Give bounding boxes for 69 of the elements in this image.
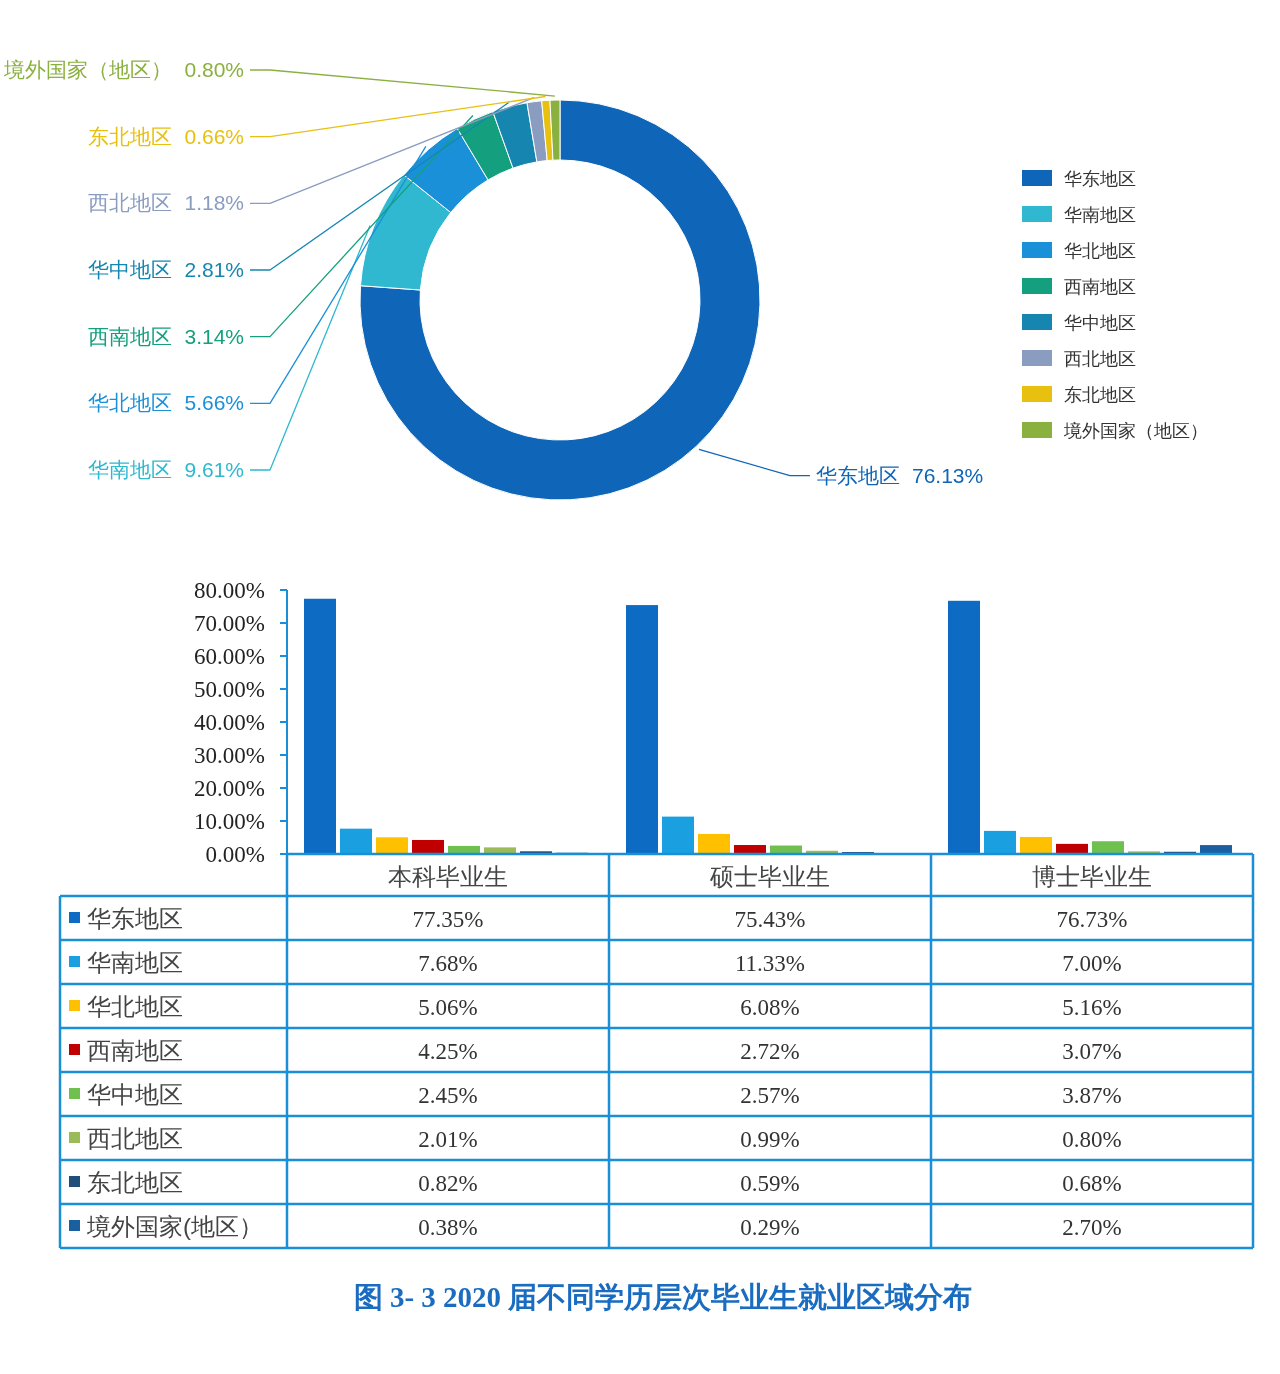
x-tick-label: 硕士毕业生 [709, 863, 830, 890]
slice-label: 华北地区 [88, 391, 173, 415]
data-label: 5.06% [418, 995, 478, 1020]
data-label: 75.43% [734, 907, 806, 932]
data-label: 2.57% [740, 1083, 800, 1108]
data-label: 76.73% [1056, 907, 1128, 932]
legend-label: 西北地区 [87, 1125, 183, 1152]
data-label: 2.72% [740, 1039, 800, 1064]
slice-label: 西北地区 [88, 191, 173, 215]
data-label: 3.14% [184, 324, 244, 348]
x-tick-label: 博士毕业生 [1032, 863, 1152, 890]
data-label: 76.13% [912, 463, 984, 487]
y-tick-label: 20.00% [194, 776, 265, 801]
data-label: 4.25% [418, 1039, 478, 1064]
data-label: 5.66% [184, 391, 244, 415]
legend-label: 境外国家(地区） [86, 1213, 263, 1240]
y-tick-label: 50.00% [194, 677, 265, 702]
data-label: 9.61% [184, 458, 244, 481]
data-label: 77.35% [412, 907, 484, 932]
y-tick-label: 10.00% [194, 809, 265, 834]
y-tick-label: 40.00% [194, 710, 265, 735]
data-label: 11.33% [734, 951, 806, 976]
y-tick-label: 60.00% [194, 644, 265, 669]
slice-label: 华东地区 [816, 463, 900, 487]
data-label: 0.66% [184, 124, 244, 148]
data-label: 1.18% [184, 191, 244, 215]
y-tick-label: 80.00% [194, 578, 265, 603]
data-label: 3.07% [1062, 1039, 1122, 1064]
data-label: 0.82% [418, 1171, 478, 1196]
legend-label: 西南地区 [1064, 277, 1136, 297]
data-label: 0.59% [740, 1171, 800, 1196]
data-label: 6.08% [740, 995, 800, 1020]
data-label: 0.80% [1062, 1127, 1122, 1152]
data-label: 2.81% [184, 258, 244, 281]
data-label: 0.38% [418, 1215, 478, 1240]
slice-label: 华中地区 [88, 258, 173, 281]
legend-label: 华东地区 [87, 905, 183, 932]
data-label: 2.01% [418, 1127, 478, 1152]
y-tick-label: 30.00% [194, 743, 265, 768]
data-label: 2.70% [1062, 1215, 1122, 1240]
data-label: 0.68% [1062, 1171, 1122, 1196]
legend-label: 西北地区 [1064, 349, 1136, 369]
data-label: 0.29% [740, 1215, 800, 1240]
legend-label: 华北地区 [1064, 241, 1136, 261]
data-label: 0.80% [184, 58, 244, 81]
slice-label: 华南地区 [88, 458, 173, 481]
slice-label: 境外国家（地区） [3, 58, 173, 81]
legend-label: 境外国家（地区） [1063, 421, 1208, 441]
legend-label: 东北地区 [1064, 385, 1136, 405]
text: 图 3- 3 2020 届不同学历层次毕业生就业区域分布 [353, 1281, 973, 1313]
x-tick-label: 本科毕业生 [388, 863, 508, 890]
legend-label: 东北地区 [87, 1169, 183, 1196]
data-label: 7.68% [418, 951, 478, 976]
data-label: 3.87% [1062, 1083, 1122, 1108]
legend-label: 华东地区 [1064, 169, 1136, 189]
y-tick-label: 70.00% [194, 611, 265, 636]
legend-label: 华中地区 [1064, 313, 1136, 333]
legend-label: 华南地区 [87, 949, 183, 976]
legend-label: 华中地区 [87, 1081, 183, 1108]
slice-label: 西南地区 [88, 324, 173, 348]
y-tick-label: 0.00% [205, 842, 265, 867]
slice-label: 东北地区 [88, 124, 173, 148]
legend-label: 华北地区 [87, 993, 183, 1020]
legend-label: 西南地区 [87, 1037, 183, 1064]
data-label: 7.00% [1062, 951, 1122, 976]
data-label: 2.45% [418, 1083, 478, 1108]
data-label: 0.99% [740, 1127, 800, 1152]
legend-label: 华南地区 [1064, 205, 1136, 225]
data-label: 5.16% [1062, 995, 1122, 1020]
